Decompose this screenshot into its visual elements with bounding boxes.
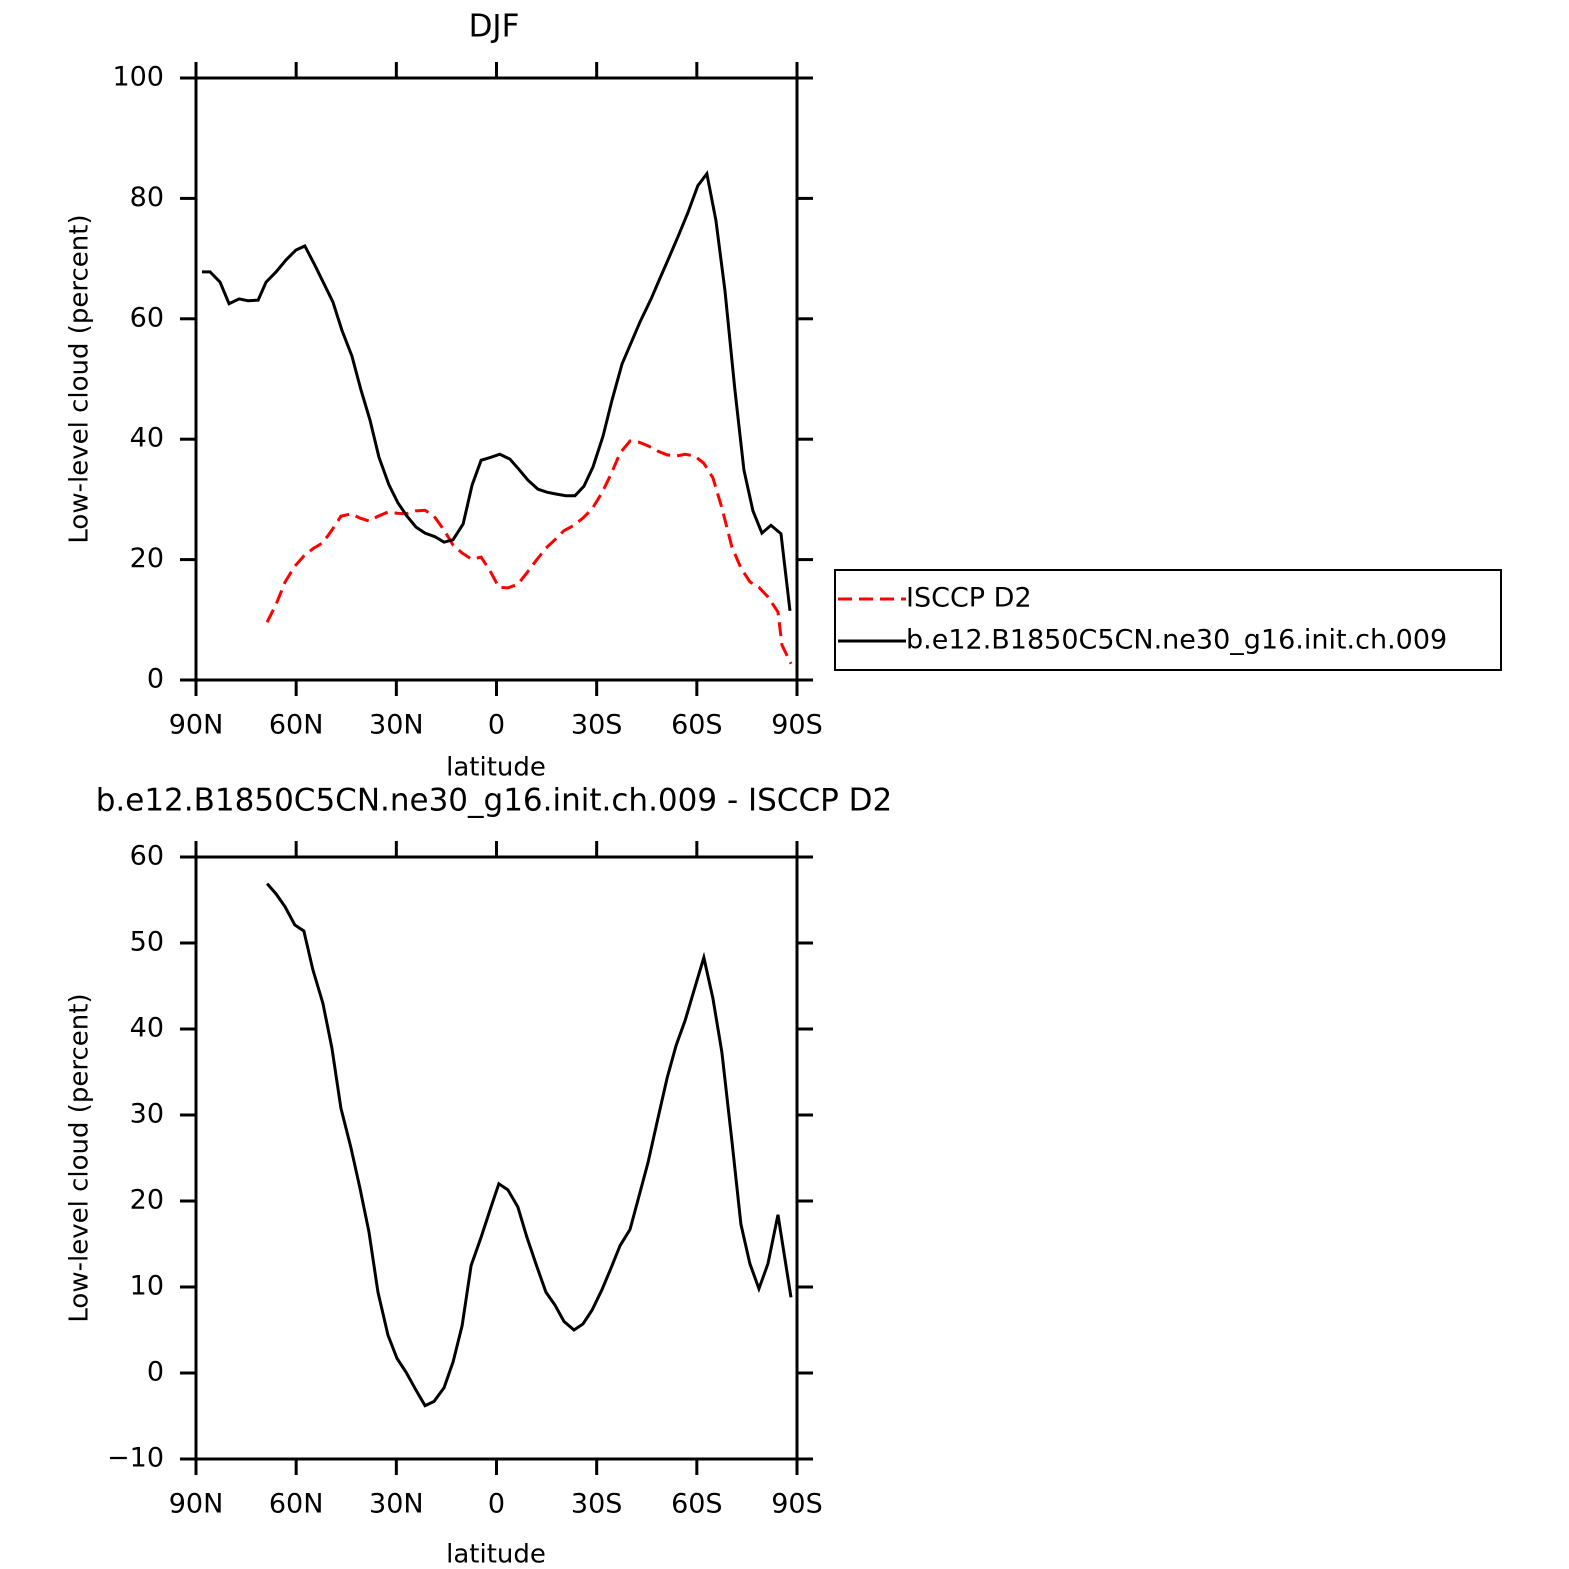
x-tick-label: 0 — [488, 710, 505, 741]
y-tick-label: 20 — [130, 1185, 164, 1216]
x-tick-label: 90N — [169, 710, 224, 741]
y-tick-label: 50 — [130, 927, 164, 958]
x-tick-label: 0 — [488, 1489, 505, 1520]
x-tick-label: 60N — [269, 710, 324, 741]
plot-frame — [194, 76, 799, 682]
plot-frame — [194, 855, 799, 1461]
x-tick-label: 30N — [369, 710, 424, 741]
data-line — [202, 170, 792, 611]
y-tick-label: 0 — [147, 664, 164, 695]
y-tick-label: 20 — [130, 543, 164, 574]
y-tick-label: 30 — [130, 1099, 164, 1130]
legend-label: ISCCP D2 — [906, 583, 1032, 614]
y-tick-label: 60 — [130, 302, 164, 333]
y-tick-label: −10 — [107, 1443, 164, 1474]
chart-title: b.e12.B1850C5CN.ne30_g16.init.ch.009 - I… — [96, 783, 893, 819]
x-tick-label: 30S — [571, 1489, 623, 1520]
x-axis-label: latitude — [446, 1540, 546, 1569]
x-tick-label: 30N — [369, 1489, 424, 1520]
y-tick-label: 40 — [130, 423, 164, 454]
data-line — [265, 882, 793, 1408]
x-tick-label: 60S — [671, 710, 723, 741]
x-tick-label: 60S — [671, 1489, 723, 1520]
x-tick-label: 90N — [169, 1489, 224, 1520]
y-tick-label: 40 — [130, 1013, 164, 1044]
y-tick-label: 60 — [130, 841, 164, 872]
y-axis-label: Low-level cloud (percent) — [65, 993, 95, 1322]
legend: ISCCP D2 b.e12.B1850C5CN.ne30_g16.init.ch… — [834, 569, 1502, 671]
x-tick-label: 30S — [571, 710, 623, 741]
x-tick-label: 90S — [771, 1489, 823, 1520]
y-tick-label: 100 — [112, 62, 164, 93]
data-line — [265, 439, 793, 665]
chart-title: DJF — [469, 9, 520, 45]
x-axis-label: latitude — [446, 753, 546, 783]
y-tick-label: 0 — [147, 1357, 164, 1388]
legend-box — [834, 569, 1502, 671]
x-tick-label: 90S — [771, 710, 823, 741]
y-tick-label: 80 — [130, 182, 164, 213]
y-axis-label: Low-level cloud (percent) — [65, 214, 95, 543]
legend-label: b.e12.B1850C5CN.ne30_g16.init.ch.009 — [906, 625, 1447, 656]
y-tick-label: 10 — [130, 1271, 164, 1302]
x-tick-label: 60N — [269, 1489, 324, 1520]
